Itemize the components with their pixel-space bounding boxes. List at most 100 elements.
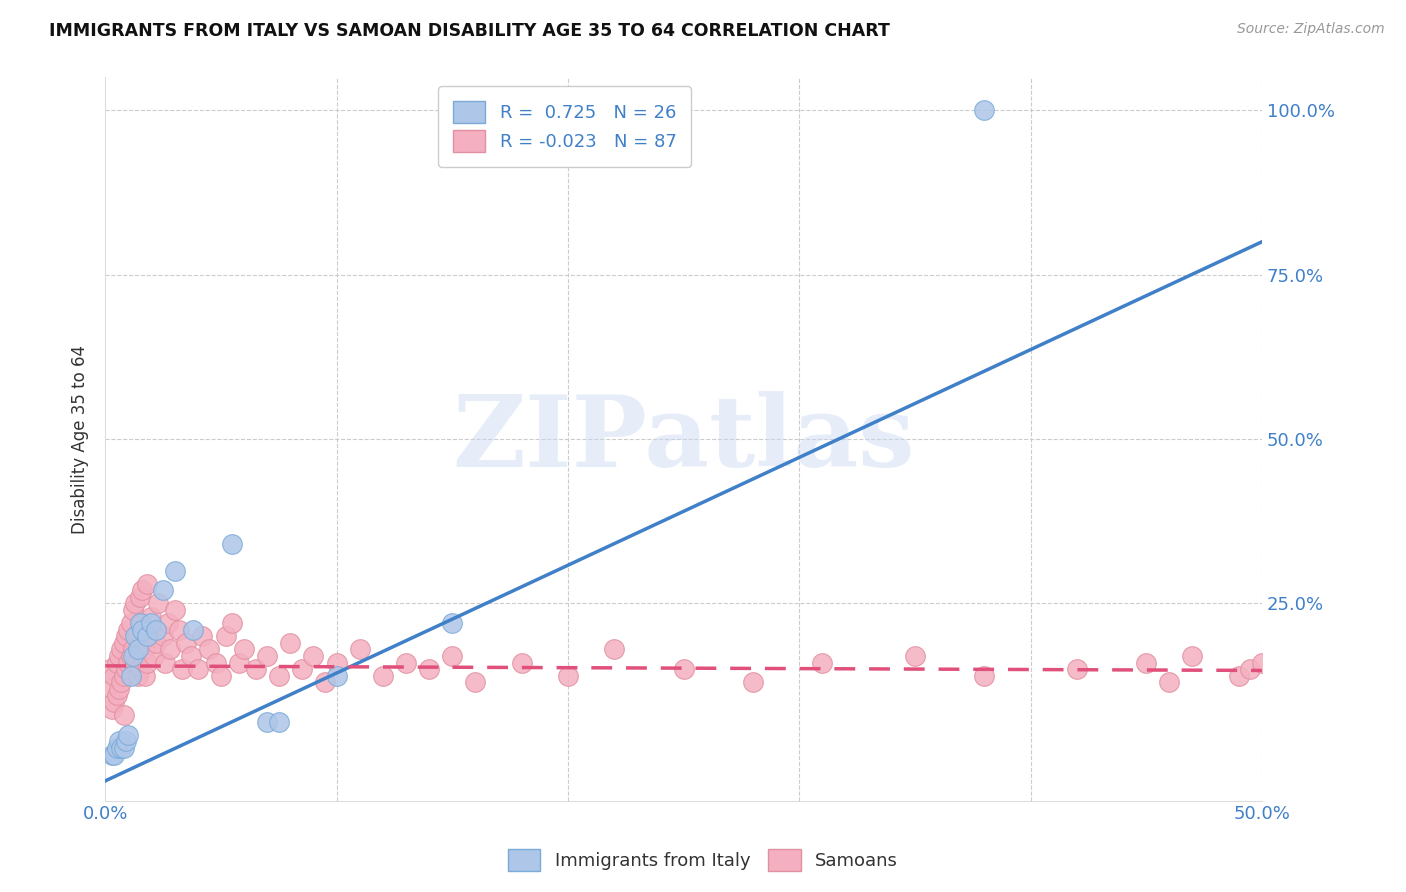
Point (152, 583, 174, 598)
Point (103, 695, 125, 709)
Point (148, 596, 170, 610)
Point (198, 642, 221, 657)
Point (221, 537, 243, 551)
Point (122, 603, 145, 617)
Point (120, 669, 142, 683)
Legend: Immigrants from Italy, Samoans: Immigrants from Italy, Samoans (501, 842, 905, 879)
Point (221, 616, 243, 631)
Point (163, 564, 186, 578)
Point (159, 642, 181, 657)
Point (395, 656, 418, 670)
Point (325, 656, 347, 670)
Point (187, 662, 209, 676)
Point (371, 669, 394, 683)
Point (191, 629, 214, 643)
Point (267, 714, 290, 729)
Point (135, 629, 157, 643)
Point (603, 642, 626, 657)
Text: Source: ZipAtlas.com: Source: ZipAtlas.com (1237, 22, 1385, 37)
Point (134, 642, 156, 657)
Point (101, 701, 124, 715)
Point (131, 616, 153, 631)
Point (167, 623, 190, 637)
Point (108, 681, 131, 696)
Point (108, 648, 131, 663)
Point (1135, 656, 1157, 670)
Point (122, 642, 145, 657)
Point (105, 656, 128, 670)
Point (180, 648, 202, 663)
Point (124, 629, 146, 643)
Text: ZIPatlas: ZIPatlas (453, 391, 915, 488)
Point (135, 656, 157, 670)
Point (115, 662, 138, 676)
Point (973, 103, 995, 118)
Point (120, 648, 142, 663)
Point (214, 629, 236, 643)
Point (110, 642, 132, 657)
Point (98, 662, 121, 676)
Point (112, 669, 135, 683)
Point (124, 596, 146, 610)
Point (1251, 656, 1274, 670)
Point (131, 623, 153, 637)
Point (557, 669, 579, 683)
Point (1159, 675, 1181, 690)
Point (256, 648, 278, 663)
Text: IMMIGRANTS FROM ITALY VS SAMOAN DISABILITY AGE 35 TO 64 CORRELATION CHART: IMMIGRANTS FROM ITALY VS SAMOAN DISABILI… (49, 22, 890, 40)
Point (103, 747, 125, 762)
Point (124, 656, 146, 670)
Point (117, 728, 139, 742)
Point (127, 642, 149, 657)
Point (170, 662, 193, 676)
Point (811, 656, 834, 670)
Point (441, 648, 464, 663)
Point (267, 669, 290, 683)
Point (127, 629, 149, 643)
Point (110, 675, 132, 690)
Point (105, 741, 128, 756)
Point (278, 636, 301, 650)
Point (141, 616, 163, 631)
Point (302, 648, 325, 663)
Point (156, 616, 179, 631)
Point (152, 629, 174, 643)
Point (1066, 662, 1088, 676)
Point (135, 576, 157, 591)
Point (138, 629, 160, 643)
Point (129, 590, 152, 604)
Point (1227, 669, 1250, 683)
Point (112, 636, 135, 650)
Point (1181, 648, 1204, 663)
Point (127, 669, 149, 683)
Point (145, 623, 167, 637)
Point (163, 603, 186, 617)
Point (155, 656, 177, 670)
Point (464, 675, 486, 690)
Point (117, 623, 139, 637)
Point (105, 689, 128, 703)
Point (108, 734, 131, 748)
Point (134, 669, 156, 683)
Y-axis label: Disability Age 35 to 64: Disability Age 35 to 64 (72, 344, 89, 533)
Point (1239, 662, 1261, 676)
Point (441, 616, 464, 631)
Point (129, 616, 152, 631)
Point (115, 734, 138, 748)
Point (418, 662, 440, 676)
Point (205, 656, 228, 670)
Point (112, 708, 135, 723)
Point (115, 629, 138, 643)
Point (349, 642, 371, 657)
Point (256, 714, 278, 729)
Point (122, 648, 145, 663)
Point (145, 636, 167, 650)
Point (325, 669, 347, 683)
Point (120, 616, 142, 631)
Legend: R =  0.725   N = 26, R = -0.023   N = 87: R = 0.725 N = 26, R = -0.023 N = 87 (439, 87, 690, 167)
Point (117, 656, 139, 670)
Point (245, 662, 267, 676)
Point (174, 636, 197, 650)
Point (141, 609, 163, 624)
Point (131, 583, 153, 598)
